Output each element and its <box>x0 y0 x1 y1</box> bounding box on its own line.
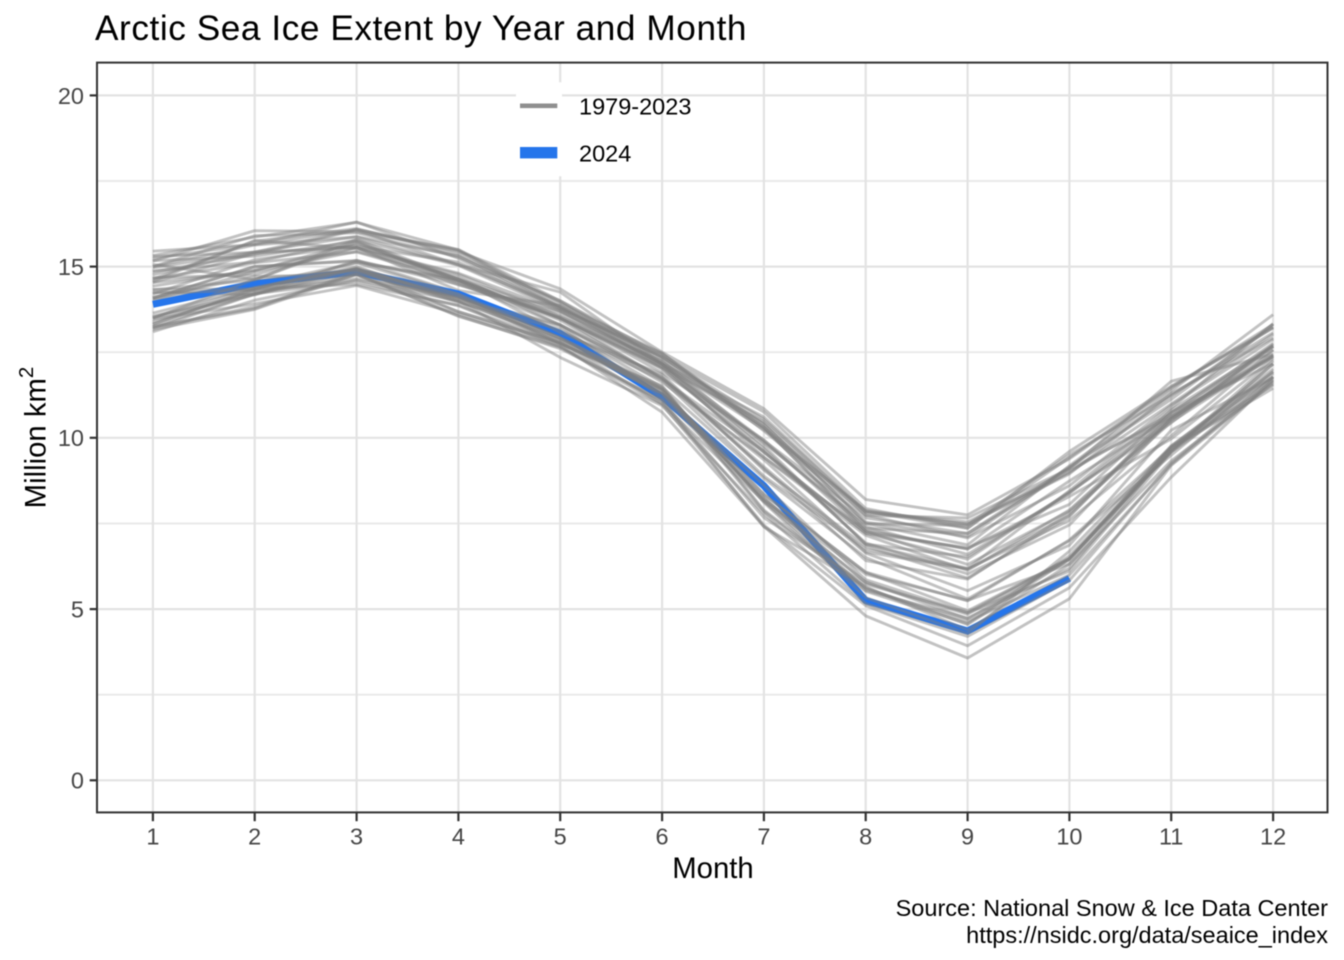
svg-text:2024: 2024 <box>579 141 631 167</box>
svg-text:https://nsidc.org/data/seaice_: https://nsidc.org/data/seaice_index <box>966 922 1328 948</box>
svg-text:11: 11 <box>1159 824 1183 850</box>
svg-text:2: 2 <box>248 824 261 850</box>
svg-text:Arctic Sea Ice Extent by Year: Arctic Sea Ice Extent by Year and Month <box>95 9 747 48</box>
svg-text:Source: National Snow & Ice Da: Source: National Snow & Ice Data Center <box>896 895 1329 921</box>
svg-text:5: 5 <box>71 597 84 623</box>
svg-text:3: 3 <box>350 824 363 850</box>
svg-text:6: 6 <box>656 824 669 850</box>
svg-text:4: 4 <box>452 824 465 850</box>
svg-text:9: 9 <box>961 824 974 850</box>
svg-text:0: 0 <box>71 768 84 794</box>
svg-text:1979-2023: 1979-2023 <box>579 94 691 120</box>
svg-text:8: 8 <box>859 824 872 850</box>
svg-text:7: 7 <box>757 824 770 850</box>
svg-text:12: 12 <box>1260 824 1286 850</box>
svg-text:Million km2: Million km2 <box>15 367 53 509</box>
svg-text:10: 10 <box>1056 824 1082 850</box>
svg-text:1: 1 <box>146 824 159 850</box>
svg-text:5: 5 <box>554 824 567 850</box>
svg-text:10: 10 <box>58 425 84 451</box>
svg-text:Month: Month <box>672 852 753 885</box>
svg-text:20: 20 <box>58 83 84 109</box>
svg-text:15: 15 <box>58 254 84 280</box>
